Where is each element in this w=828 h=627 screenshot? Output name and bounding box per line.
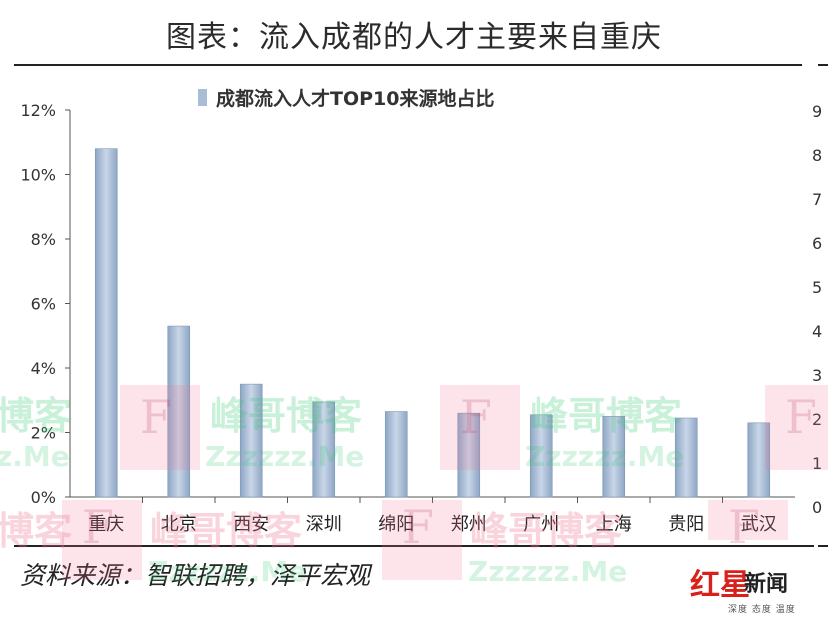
bar-西安 bbox=[239, 383, 263, 498]
y-axis-ticks: 0% 2% 4% 6% 8% 10% 12% bbox=[20, 101, 70, 507]
bar-广州 bbox=[529, 414, 553, 498]
x-tick-label: 绵阳 bbox=[378, 514, 414, 535]
strip-label: 2 bbox=[812, 410, 823, 429]
bar-郑州 bbox=[457, 412, 481, 498]
legend-label: 成都流入人才TOP10来源地占比 bbox=[216, 87, 494, 110]
strip-label: 6 bbox=[812, 234, 823, 253]
logo-mark: 红星 bbox=[690, 568, 750, 603]
y-tick-label: 6% bbox=[31, 295, 56, 314]
strip-label: 0 bbox=[812, 498, 823, 517]
strip-label: 1 bbox=[812, 454, 823, 473]
bar-武汉 bbox=[747, 422, 771, 498]
y-tick-label: 0% bbox=[31, 488, 56, 507]
bar-北京 bbox=[167, 325, 191, 498]
strip-label: 3 bbox=[812, 366, 823, 385]
x-tick-label: 北京 bbox=[161, 514, 197, 535]
title-divider-right bbox=[818, 64, 828, 66]
chart-bars bbox=[94, 148, 771, 498]
x-tick-label: 武汉 bbox=[741, 514, 777, 535]
source-note: 资料来源：智联招聘，泽平宏观 bbox=[20, 561, 371, 590]
x-tick-label: 贵阳 bbox=[668, 514, 704, 535]
logo-word: 新闻 bbox=[744, 571, 789, 597]
x-axis-ticks: 重庆 北京 西安 深圳 绵阳 郑州 广州 上海 贵阳 武汉 bbox=[88, 497, 777, 535]
x-tick-label: 郑州 bbox=[451, 514, 487, 535]
cropped-axis-strip: 9 8 7 6 5 4 3 2 1 0 bbox=[812, 90, 828, 530]
news-logo: 红星 新闻 深度 态度 温度 bbox=[690, 560, 820, 620]
x-tick-label: 重庆 bbox=[88, 514, 124, 535]
title-divider bbox=[14, 64, 802, 66]
bar-贵阳 bbox=[674, 417, 698, 498]
y-tick-label: 12% bbox=[20, 101, 56, 120]
x-tick-label: 广州 bbox=[523, 514, 559, 535]
strip-label: 4 bbox=[812, 322, 823, 341]
x-tick-label: 上海 bbox=[596, 514, 632, 535]
bar-绵阳 bbox=[384, 411, 408, 498]
strip-label: 9 bbox=[812, 102, 823, 121]
strip-label: 5 bbox=[812, 278, 823, 297]
source-divider bbox=[14, 545, 814, 547]
source-divider-right bbox=[818, 545, 828, 547]
legend-swatch bbox=[198, 89, 207, 106]
bar-深圳 bbox=[312, 401, 336, 498]
bar-重庆 bbox=[94, 148, 118, 498]
x-tick-label: 深圳 bbox=[306, 514, 342, 535]
bar-上海 bbox=[602, 416, 626, 498]
y-tick-label: 2% bbox=[31, 424, 56, 443]
y-tick-label: 10% bbox=[20, 166, 56, 185]
chart-legend: 成都流入人才TOP10来源地占比 bbox=[198, 87, 494, 110]
logo-tagline: 深度 态度 温度 bbox=[728, 605, 796, 615]
page-title: 图表：流入成都的人才主要来自重庆 bbox=[166, 20, 662, 55]
x-tick-label: 西安 bbox=[233, 514, 269, 535]
y-tick-label: 8% bbox=[31, 230, 56, 249]
strip-label: 8 bbox=[812, 146, 823, 165]
strip-label: 7 bbox=[812, 190, 823, 209]
y-tick-label: 4% bbox=[31, 359, 56, 378]
